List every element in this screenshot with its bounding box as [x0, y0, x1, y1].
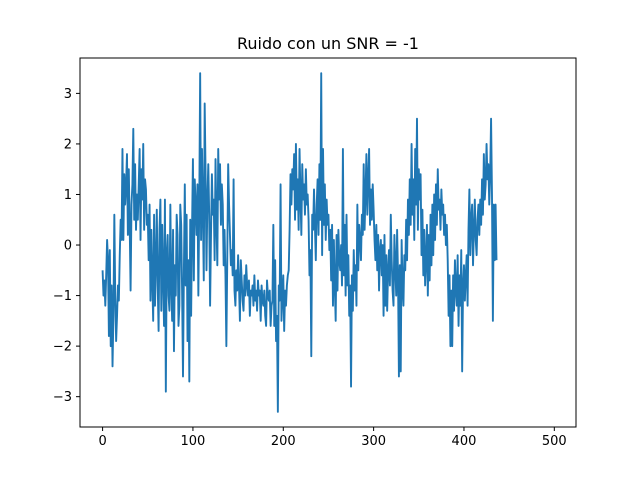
- x-tick-label: 300: [361, 434, 386, 449]
- y-tick-label: −2: [53, 340, 72, 355]
- chart-title: Ruido con un SNR = -1: [237, 34, 419, 53]
- x-tick-label: 500: [542, 434, 567, 449]
- y-tick-label: 3: [64, 87, 72, 102]
- y-tick-label: 1: [64, 188, 72, 203]
- x-tick-label: 100: [181, 434, 206, 449]
- y-tick-label: 0: [64, 239, 72, 254]
- series-line-0: [101, 72, 498, 413]
- x-tick-label: 0: [98, 434, 106, 449]
- x-tick-label: 400: [452, 434, 477, 449]
- y-tick-label: −3: [53, 390, 72, 405]
- axes-frame: [79, 57, 577, 428]
- x-tick-label: 200: [271, 434, 296, 449]
- y-tick-label: 2: [64, 137, 72, 152]
- y-tick-label: −1: [53, 289, 72, 304]
